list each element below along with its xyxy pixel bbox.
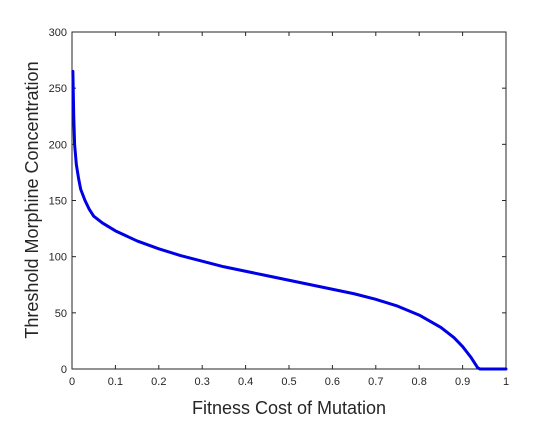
x-tick-label: 0.5 [281,376,296,388]
x-tick-label: 0.3 [195,376,210,388]
x-tick-label: 0 [69,376,75,388]
x-tick-label: 1 [503,376,509,388]
x-tick-label: 0.9 [455,376,470,388]
x-tick-label: 0.7 [368,376,383,388]
x-tick-label: 0.2 [151,376,166,388]
y-tick-label: 150 [49,196,67,208]
x-tick-label: 0.6 [325,376,340,388]
y-tick-label: 50 [55,308,67,320]
x-axis-label: Fitness Cost of Mutation [192,398,386,418]
plot-area-frame [71,31,507,370]
x-tick-label: 0.1 [108,376,123,388]
y-tick-label: 300 [49,27,67,39]
series-line-0 [71,69,508,371]
y-axis-label: Threshold Morphine Concentration [22,61,42,338]
x-tick-label: 0.8 [412,376,427,388]
y-tick-label: 100 [49,252,67,264]
y-tick-label: 250 [49,83,67,95]
y-tick-label: 200 [49,139,67,151]
x-tick-label: 0.4 [238,376,253,388]
y-tick-label: 0 [61,364,67,376]
